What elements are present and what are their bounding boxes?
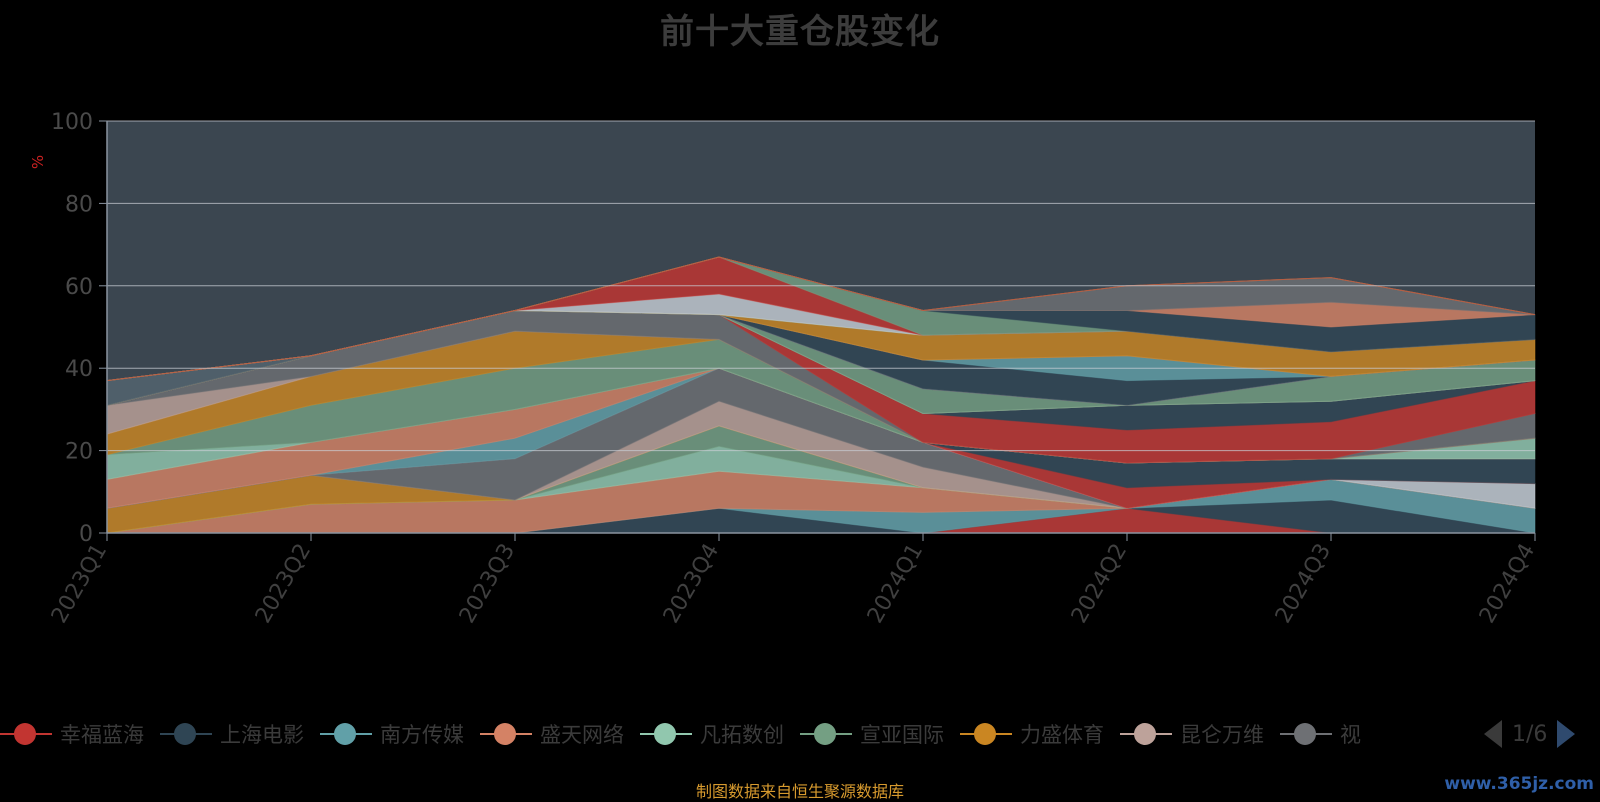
y-tick-label-80: 80	[65, 192, 93, 217]
legend-label: 宣亚国际	[860, 723, 944, 747]
legend-label: 盛天网络	[540, 723, 624, 747]
legend-marker-dot	[14, 723, 36, 745]
legend-item[interactable]: 南方传媒	[320, 717, 464, 751]
legend-marker-icon	[1120, 719, 1172, 749]
y-axis-label: %	[29, 155, 47, 169]
x-tick-label-2: 2023Q3	[455, 540, 520, 628]
legend-marker-icon	[0, 719, 52, 749]
legend-next-page-icon[interactable]	[1557, 720, 1576, 748]
x-tick-label-0: 2023Q1	[47, 540, 112, 628]
chart-plot: 0 20 40 60 80 100% 2023Q1 2023Q2 2023Q3 2023Q4 202…	[29, 110, 1540, 628]
y-tick-label-40: 40	[65, 357, 93, 382]
chart-title: 前十大重仓股变化	[660, 12, 940, 52]
legend-marker-dot	[814, 723, 836, 745]
legend: 幸福蓝海 上海电影 南方传媒 盛天网络 凡拓数创 宣亚国际 力盛体育 昆仑万维 视	[0, 717, 1455, 751]
legend-marker-dot	[334, 723, 356, 745]
legend-item[interactable]: 凡拓数创	[640, 717, 784, 751]
legend-page-indicator: 1/6	[1512, 721, 1548, 747]
legend-label: 力盛体育	[1020, 723, 1104, 747]
y-tick-label-20: 20	[65, 440, 93, 465]
x-tick-label-4: 2024Q1	[863, 540, 928, 628]
legend-item[interactable]: 上海电影	[160, 717, 304, 751]
legend-item[interactable]: 昆仑万维	[1120, 717, 1264, 751]
legend-marker-dot	[174, 723, 196, 745]
legend-label: 昆仑万维	[1180, 723, 1264, 747]
legend-item[interactable]: 幸福蓝海	[0, 717, 144, 751]
legend-marker-icon	[640, 719, 692, 749]
legend-label: 南方传媒	[380, 723, 464, 747]
x-tick-label-5: 2024Q2	[1067, 540, 1132, 628]
legend-pager: 1/6	[1484, 717, 1576, 751]
watermark: www.365jz.com	[1444, 774, 1594, 794]
legend-marker-dot	[654, 723, 676, 745]
legend-marker-icon	[160, 719, 212, 749]
legend-item[interactable]: 视	[1280, 717, 1361, 751]
legend-marker-dot	[1134, 723, 1156, 745]
legend-label: 上海电影	[220, 723, 304, 747]
x-tick-label-7: 2024Q4	[1475, 540, 1540, 628]
legend-label: 视	[1340, 723, 1361, 747]
y-tick-label-0: 0	[79, 522, 93, 547]
legend-marker-dot	[1294, 723, 1316, 745]
x-tick-label-6: 2024Q3	[1271, 540, 1336, 628]
x-tick-label-3: 2023Q4	[659, 540, 724, 628]
legend-marker-icon	[480, 719, 532, 749]
y-tick-label-60: 60	[65, 275, 93, 300]
legend-item[interactable]: 宣亚国际	[800, 717, 944, 751]
legend-item[interactable]: 盛天网络	[480, 717, 624, 751]
source-note: 制图数据来自恒生聚源数据库	[695, 782, 904, 801]
legend-marker-icon	[1280, 719, 1332, 749]
legend-marker-icon	[800, 719, 852, 749]
legend-prev-page-icon[interactable]	[1484, 720, 1502, 748]
series-area-44	[106, 256, 1536, 382]
legend-item[interactable]: 力盛体育	[960, 717, 1104, 751]
legend-marker-icon	[320, 719, 372, 749]
legend-marker-dot	[974, 723, 996, 745]
legend-marker-icon	[960, 719, 1012, 749]
legend-label: 幸福蓝海	[60, 723, 144, 747]
legend-marker-dot	[494, 723, 516, 745]
x-tick-label-1: 2023Q2	[251, 540, 316, 628]
legend-label: 凡拓数创	[700, 723, 784, 747]
y-tick-label-100: 100	[51, 110, 93, 135]
